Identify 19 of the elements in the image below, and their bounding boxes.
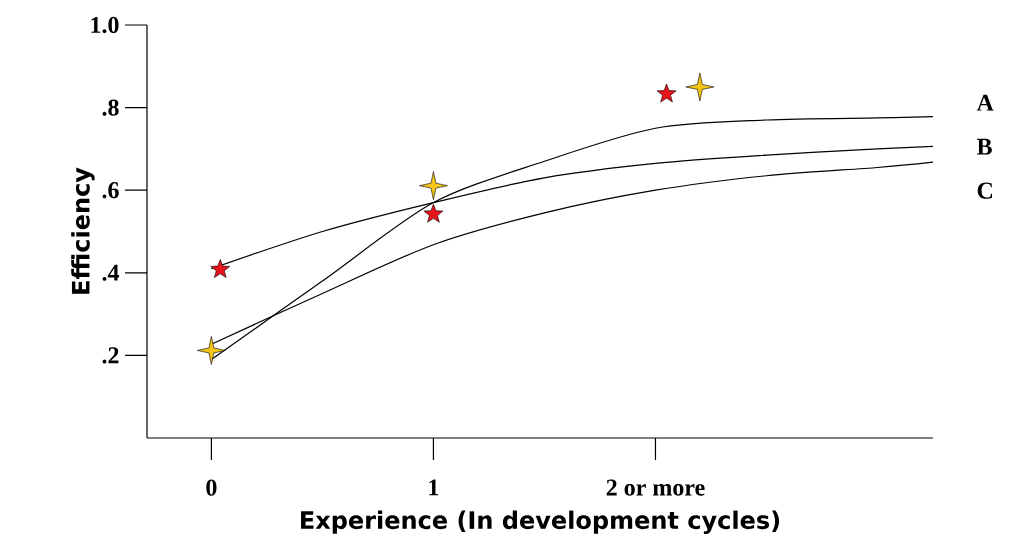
- text: C: [977, 182, 993, 199]
- point: [210, 259, 231, 278]
- x-tick-label: 1: [429, 479, 439, 496]
- y-tick-label: .4: [102, 264, 120, 281]
- point: [656, 83, 677, 103]
- y-tick-label: .2: [102, 347, 119, 364]
- y-tick-label: .8: [102, 99, 119, 116]
- y-tick-label: .6: [102, 182, 119, 199]
- y-axis-title: Efficiency: [71, 167, 95, 294]
- x-axis-title: Experience (In development cycles): [301, 510, 780, 534]
- point: [197, 336, 226, 365]
- point: [685, 72, 715, 102]
- x-tick-label: 2 or more: [606, 479, 705, 496]
- x-tick-label: 0: [206, 479, 217, 496]
- point: [423, 203, 444, 223]
- series-label: B: [976, 138, 992, 155]
- point: [419, 171, 448, 200]
- series-label: A: [976, 94, 994, 111]
- y-tick-label: 1.0: [91, 16, 119, 34]
